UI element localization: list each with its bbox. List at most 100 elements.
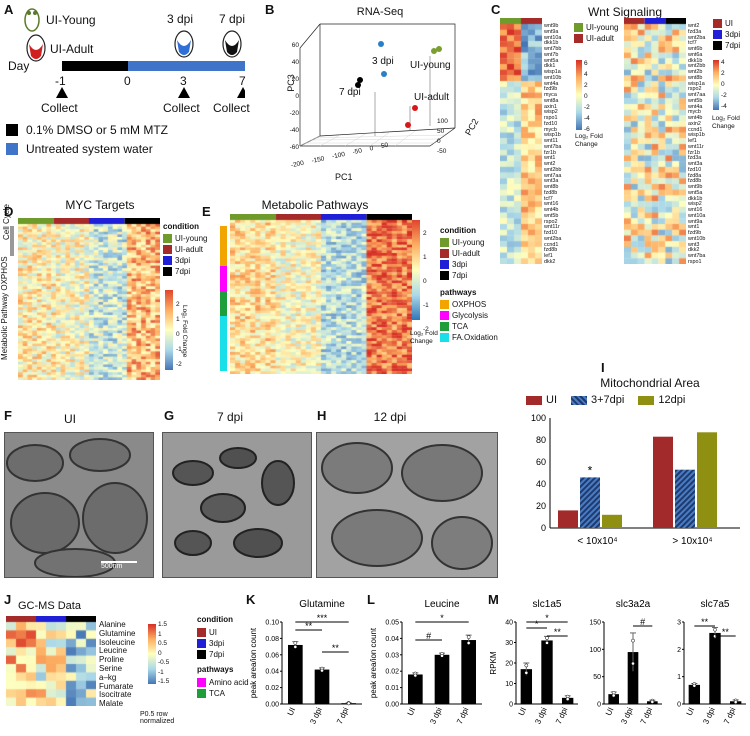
label-day: Day [8, 59, 30, 73]
row-label: wnt6b [688, 46, 703, 52]
category-label: 3 dpi [701, 706, 717, 726]
tick-label: 0.04 [385, 636, 399, 643]
legend-black-swatch [6, 124, 18, 136]
chart-title: Glutamine [299, 599, 345, 610]
row-label: a–kg [99, 672, 117, 682]
row-label: Glutamine [99, 628, 136, 638]
significance-marker: # [640, 617, 645, 627]
label-ui-young: UI-young [410, 60, 451, 71]
colorscale-c2 [713, 60, 719, 110]
row-label: wnt2 [688, 23, 700, 29]
panel-label: A [4, 2, 14, 17]
data-point [733, 700, 738, 704]
bar [314, 669, 330, 704]
row-label: wnt5a [544, 57, 559, 64]
mitochondria-micrograph [317, 433, 497, 577]
row-label: ccnd1 [688, 126, 703, 133]
tick-label: 0.00 [265, 702, 279, 709]
pathway-bar-tca [220, 291, 227, 316]
em-image-7dpi [162, 432, 312, 578]
row-label: fzd8b [544, 189, 558, 196]
data-point [346, 701, 351, 706]
category-label: > 10x10⁴ [672, 536, 712, 547]
legend-title: condition [197, 615, 233, 624]
legend-c1: UI-young UI-adult [574, 22, 618, 44]
panel-label: J [4, 592, 12, 607]
collect-marker [237, 87, 245, 98]
category-label: 7 dpi [455, 706, 471, 726]
bar [580, 477, 600, 528]
scale-bar-label: 500nm [101, 563, 123, 570]
legend-label: 12dpi [658, 394, 686, 406]
row-label: rspo1 [544, 115, 558, 121]
chart-title: GC-MS Data [18, 600, 81, 612]
row-label: mycb [688, 109, 701, 116]
row-label: fzd3a [688, 155, 702, 162]
fish-young-icon [24, 8, 40, 32]
row-label: wnt2b [688, 69, 703, 75]
bar [434, 654, 450, 704]
row-label: wnt3a [544, 178, 559, 185]
mitochondria-micrograph [163, 433, 311, 577]
row-label: Serine [99, 663, 123, 673]
significance-marker: ** [722, 627, 730, 637]
category-label: 7 dpi [722, 706, 738, 726]
row-label: Alanine [99, 620, 126, 629]
bar-chart-leucine: Leucine 0.00 0.01 0.02 0.03 0.04 0.05 peak area… [369, 599, 482, 726]
row-label: wnt10b [688, 235, 706, 242]
row-label: wnt6a [688, 51, 703, 58]
legend-title: pathways [197, 665, 234, 674]
row-label: mycb [544, 126, 557, 133]
row-label: fzr1b [544, 149, 556, 156]
label-3dpi: 3 dpi [167, 12, 194, 26]
side-label-metabolic: Metabolic Pathway OXPHOS [0, 256, 9, 360]
category-label: UI [685, 706, 697, 717]
pca-points [355, 41, 442, 128]
legend-j-condition: UI 3dpi 7dpi [197, 627, 224, 660]
gene-list-left: wnt9b wnt9a wnt10a dkk1b wnt7bb wnt7b wnt5a dkk… [544, 23, 562, 266]
pc2-ticks: -50 0 50 100 [437, 118, 448, 155]
row-label: fzd8a [688, 172, 702, 179]
tick-label: 80 [536, 435, 546, 445]
day-tick: 3 [180, 74, 187, 88]
point-ui-young [436, 46, 442, 52]
legend-black-label: 0.1% DMSO or 5 mM MTZ [26, 123, 169, 137]
row-label: wnt2bb [544, 166, 562, 173]
panel-label: H [317, 408, 327, 423]
tick-label: 0.04 [265, 669, 279, 676]
legend-blue-label: Untreated system water [26, 142, 153, 156]
row-label: wnt2ba [688, 34, 706, 41]
axis-label-pc1: PC1 [335, 172, 353, 182]
significance-marker: *** [317, 613, 328, 623]
row-label: rspo1 [688, 258, 702, 265]
day-tick: -1 [55, 74, 66, 88]
row-label: fzd9b [544, 86, 558, 93]
point-3dpi [381, 71, 387, 77]
collect-marker [56, 87, 68, 98]
bar [653, 436, 673, 528]
row-label: wnt2ba [544, 235, 562, 242]
image-title: UI [64, 412, 76, 426]
bar [608, 694, 619, 704]
row-label: wnt4a [544, 80, 559, 87]
collect-label: Collect [163, 101, 200, 115]
row-label: wnt5b [688, 97, 703, 104]
legend-label: UI [546, 394, 557, 406]
data-point [440, 653, 444, 658]
scale-bar [101, 561, 137, 563]
tick-label: 20 [505, 661, 513, 668]
tick-label: 0.02 [385, 669, 399, 676]
colorscale-c1 [576, 60, 582, 130]
row-label: wnt10a [544, 34, 562, 41]
significance-marker: # [426, 631, 431, 641]
pathway-bar-fa [220, 316, 227, 371]
row-label: wnt7b [544, 51, 559, 58]
tick-label: 0 [509, 702, 513, 709]
row-label: wisp2 [544, 109, 558, 116]
bar-chart-glutamine: Glutamine 0.00 0.02 0.04 0.06 0.08 0.10 peak ar… [249, 599, 362, 726]
collect-label: Collect [41, 101, 78, 115]
category-label: UI [406, 706, 418, 717]
data-point [545, 641, 549, 645]
row-label: dkk1b [544, 40, 559, 47]
